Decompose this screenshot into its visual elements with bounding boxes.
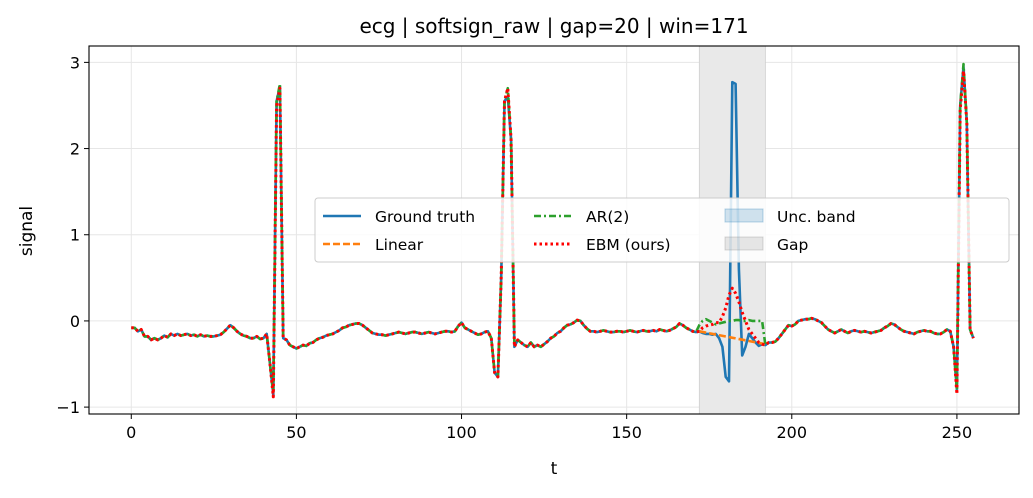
x-tick-label: 0	[126, 423, 136, 442]
x-tick-label: 250	[942, 423, 973, 442]
legend-label: Ground truth	[375, 208, 475, 226]
legend-swatch	[724, 236, 764, 251]
y-tick-label: 0	[70, 312, 80, 331]
legend-label: AR(2)	[586, 208, 629, 226]
y-tick-label: 3	[70, 53, 80, 72]
grid	[89, 46, 1019, 414]
legend-label: Unc. band	[777, 208, 856, 226]
ticks: 0 50 100 150 200 250 −1 0 1 2 3	[56, 53, 972, 442]
series-linear-line	[699, 330, 766, 346]
series-ar-2-line	[131, 62, 975, 396]
series-layer	[131, 62, 975, 399]
legend: Ground truth Linear AR(2) EBM (ours) Unc. ba…	[314, 197, 1010, 263]
legend-label: Linear	[375, 236, 424, 254]
legend-swatch	[724, 208, 764, 223]
chart-title: ecg | softsign_raw | gap=20 | win=171	[359, 14, 748, 38]
x-tick-label: 150	[611, 423, 642, 442]
series-ebm-ours-line	[131, 69, 975, 399]
legend-box	[314, 197, 1010, 263]
plot-frame	[88, 45, 1020, 415]
legend-label: Gap	[777, 236, 808, 254]
x-axis-label: t	[551, 459, 558, 479]
legend-label: EBM (ours)	[586, 236, 671, 254]
y-axis-label: signal	[17, 206, 37, 256]
y-tick-label: −1	[56, 398, 80, 417]
x-tick-label: 200	[777, 423, 808, 442]
y-tick-label: 2	[70, 140, 80, 159]
x-tick-label: 100	[446, 423, 477, 442]
y-tick-label: 1	[70, 226, 80, 245]
x-tick-label: 50	[286, 423, 306, 442]
